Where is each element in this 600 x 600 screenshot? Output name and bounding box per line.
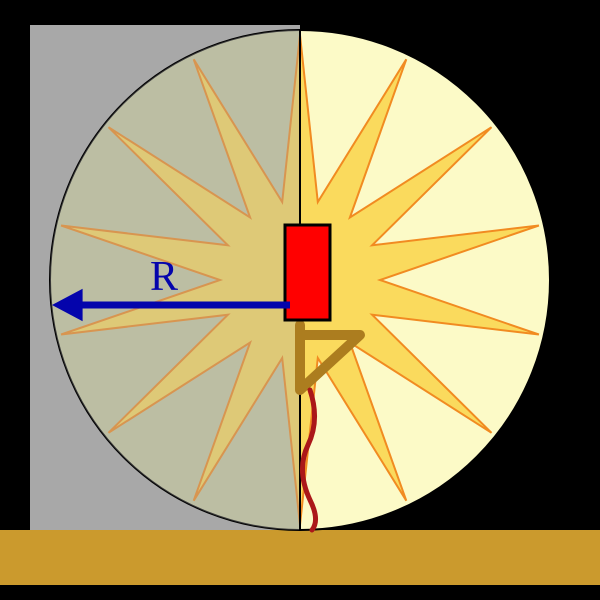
- svg-text:R: R: [150, 254, 178, 300]
